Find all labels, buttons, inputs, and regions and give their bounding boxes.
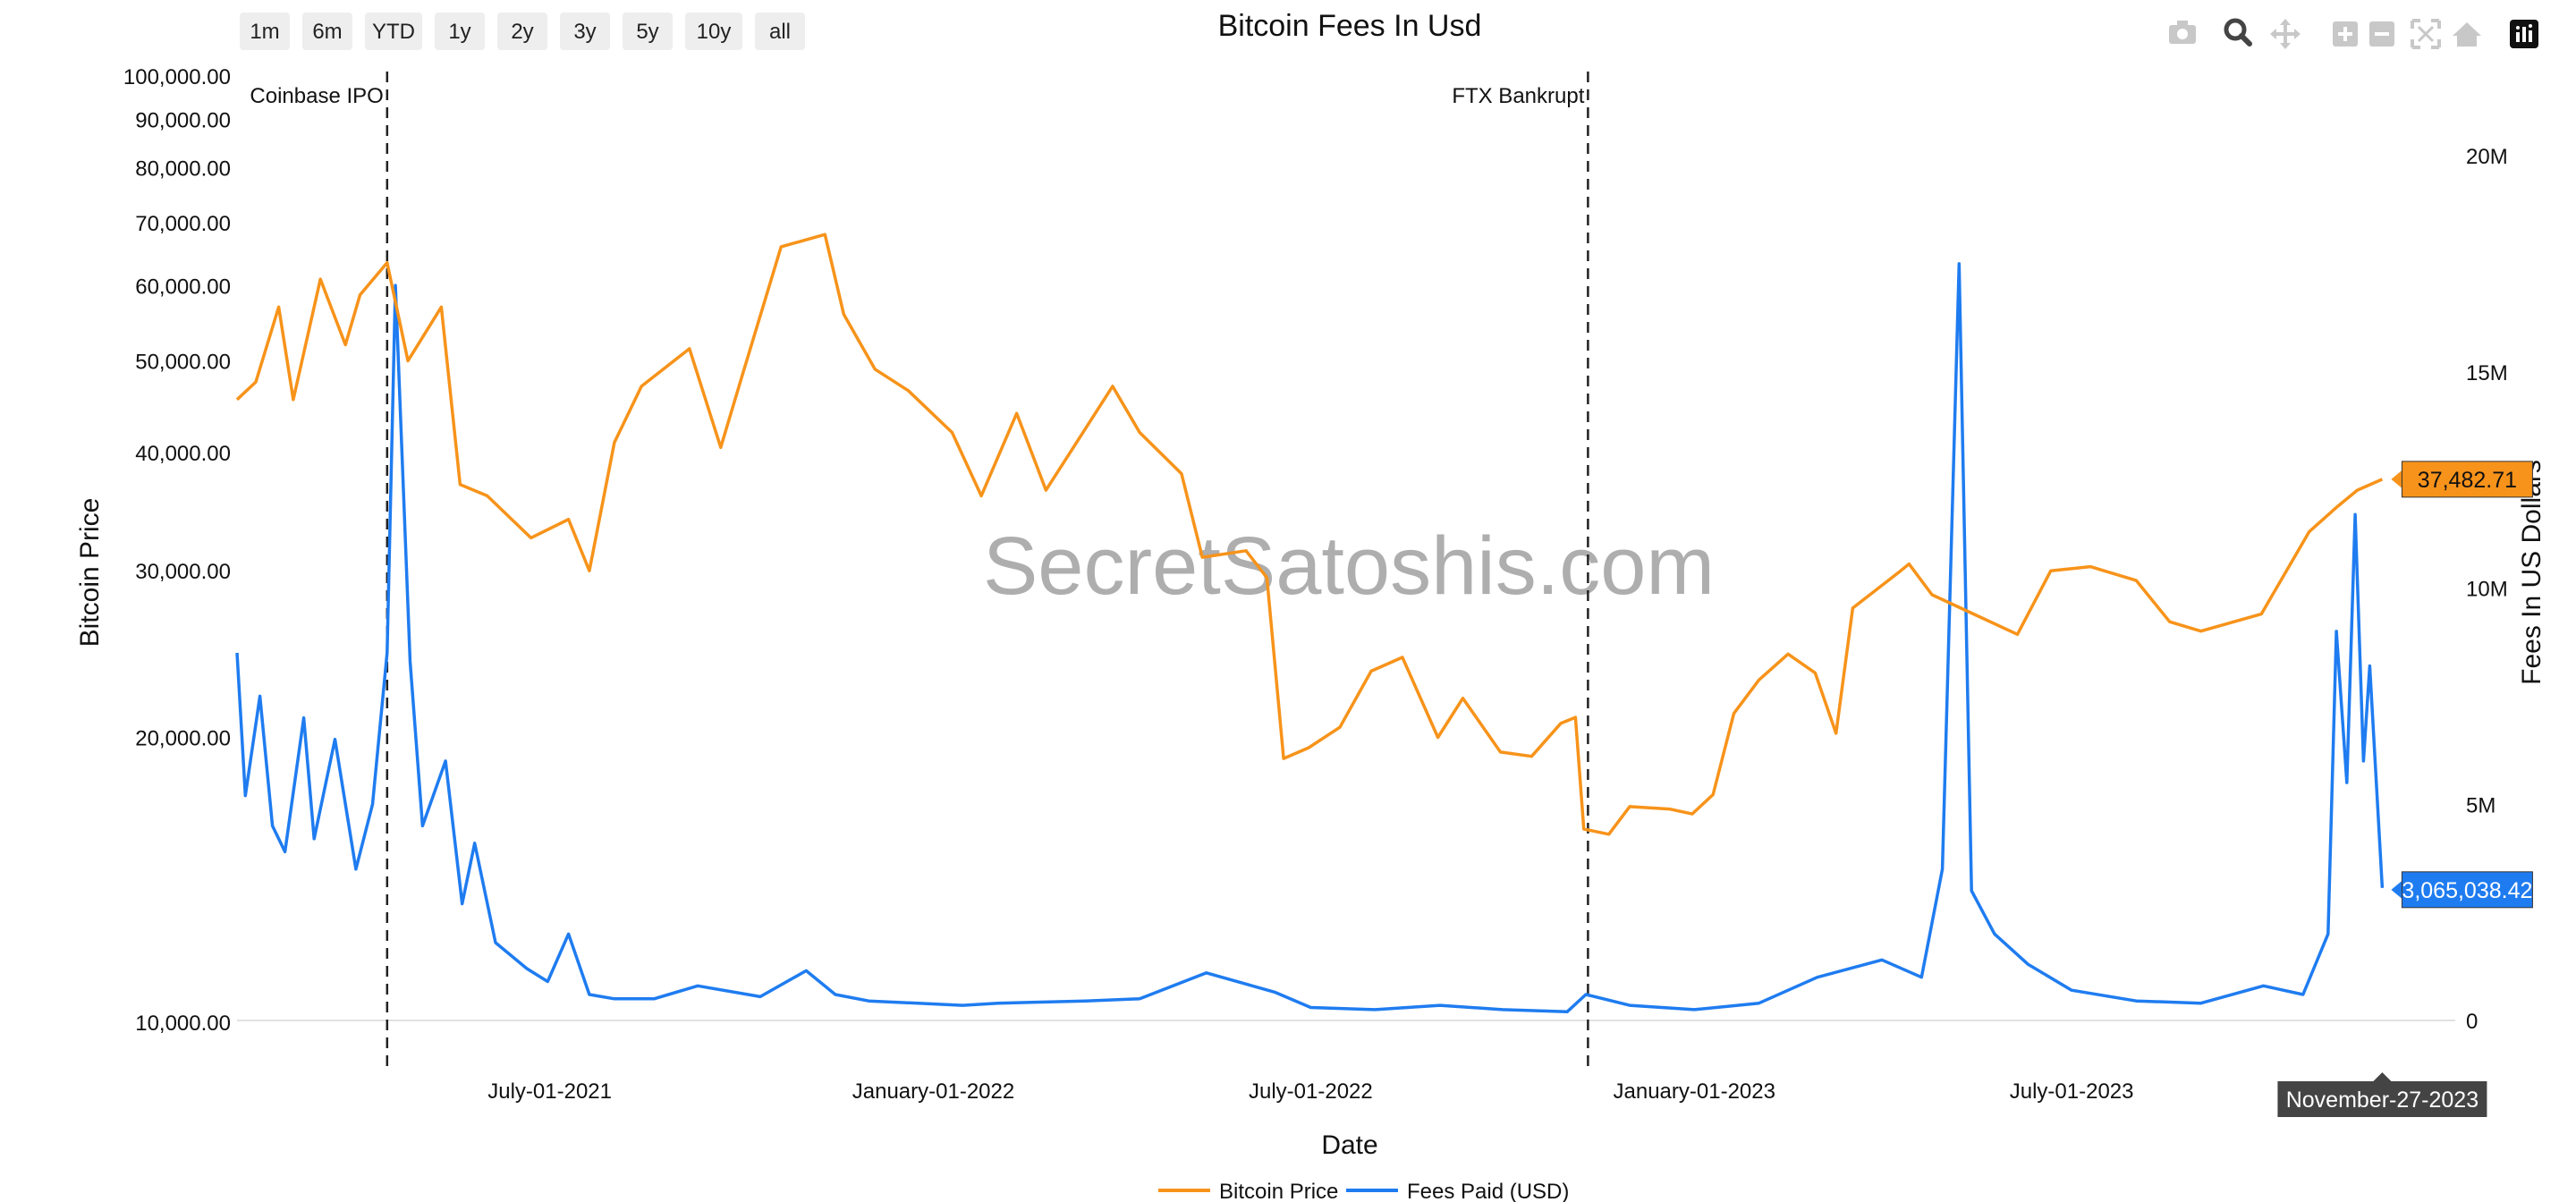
legend-label: Fees Paid (USD) bbox=[1407, 1180, 1569, 1202]
camera-icon[interactable] bbox=[2169, 21, 2196, 44]
plotly-logo-icon[interactable] bbox=[2510, 20, 2538, 48]
hover-label-fees-text: 3,065,038.42 bbox=[2402, 878, 2532, 903]
zoom-in-icon[interactable] bbox=[2333, 21, 2358, 47]
range-button-1y[interactable]: 1y bbox=[435, 13, 485, 50]
pan-icon[interactable] bbox=[2270, 19, 2301, 49]
hover-label-date: November-27-2023 bbox=[2277, 1072, 2487, 1117]
x-axis-title: Date bbox=[1321, 1130, 1377, 1160]
range-button-6m[interactable]: 6m bbox=[302, 13, 352, 50]
y2-tick-label: 5M bbox=[2466, 793, 2496, 817]
y-tick-label: 10,000.00 bbox=[135, 1012, 231, 1036]
range-button-5y[interactable]: 5y bbox=[623, 13, 673, 50]
hover-label-date-text: November-27-2023 bbox=[2286, 1088, 2479, 1113]
zoom-icon[interactable] bbox=[2224, 18, 2252, 47]
y2-tick-label: 15M bbox=[2466, 361, 2508, 385]
range-button-label: 2y bbox=[511, 20, 533, 44]
x-axis-ticks: July-01-2021 January-01-2022 July-01-2022 J… bbox=[487, 1079, 2453, 1104]
modebar bbox=[2169, 18, 2538, 49]
hover-layer: 37,482.71 3,065,038.42 November-27-2023 bbox=[2277, 461, 2533, 1117]
y-axis-title: Bitcoin Price bbox=[75, 498, 105, 648]
series-layer bbox=[235, 233, 2385, 1014]
legend-item-bitcoin-price[interactable]: Bitcoin Price bbox=[1158, 1180, 1338, 1202]
watermark: SecretSatoshis.com bbox=[983, 521, 1715, 612]
range-button-label: 6m bbox=[312, 20, 342, 44]
y-tick-label: 60,000.00 bbox=[135, 275, 231, 300]
range-button-label: all bbox=[769, 20, 791, 44]
range-button-10y[interactable]: 10y bbox=[685, 13, 742, 50]
y-tick-label: 80,000.00 bbox=[135, 157, 231, 182]
y-tick-label: 50,000.00 bbox=[135, 350, 231, 374]
range-button-all[interactable]: all bbox=[755, 13, 805, 50]
y2-axis-ticks: 0 5M 10M 15M 20M bbox=[2466, 145, 2508, 1034]
x-tick-label: July-01-2022 bbox=[1249, 1079, 1373, 1104]
x-tick-label: July-01-2021 bbox=[487, 1079, 612, 1104]
x-tick-label: January-01-2022 bbox=[852, 1079, 1014, 1104]
range-button-3y[interactable]: 3y bbox=[560, 13, 610, 50]
series-line-fees-paid bbox=[235, 262, 2385, 1014]
legend: Bitcoin Price Fees Paid (USD) bbox=[1158, 1180, 1569, 1202]
hover-label-fees: 3,065,038.42 bbox=[2391, 871, 2533, 909]
y-tick-label: 30,000.00 bbox=[135, 560, 231, 584]
legend-label: Bitcoin Price bbox=[1219, 1180, 1338, 1202]
y-tick-label: 90,000.00 bbox=[135, 108, 231, 132]
hover-label-price-text: 37,482.71 bbox=[2418, 468, 2517, 493]
range-button-label: YTD bbox=[372, 20, 415, 44]
event-label: Coinbase IPO bbox=[250, 84, 383, 108]
range-button-label: 5y bbox=[636, 20, 658, 44]
hover-label-price: 37,482.71 bbox=[2391, 461, 2533, 498]
y2-tick-label: 20M bbox=[2466, 145, 2508, 169]
range-selector: 1m 6m YTD 1y 2y 3y 5y 10y all bbox=[240, 13, 805, 50]
range-button-1m[interactable]: 1m bbox=[240, 13, 290, 50]
range-button-label: 10y bbox=[697, 20, 732, 44]
event-label: FTX Bankrupt bbox=[1452, 84, 1584, 108]
range-button-label: 1m bbox=[250, 20, 279, 44]
series-line-bitcoin-price bbox=[235, 233, 2384, 836]
range-button-label: 3y bbox=[573, 20, 596, 44]
y2-tick-label: 0 bbox=[2466, 1010, 2478, 1034]
y2-tick-label: 10M bbox=[2466, 578, 2508, 602]
y-tick-label: 100,000.00 bbox=[123, 65, 231, 89]
range-button-ytd[interactable]: YTD bbox=[365, 13, 422, 50]
y-tick-label: 40,000.00 bbox=[135, 442, 231, 466]
y-axis-ticks: 10,000.00 20,000.00 30,000.00 40,000.00 50,0… bbox=[123, 65, 231, 1036]
range-button-label: 1y bbox=[448, 20, 470, 44]
y-tick-label: 20,000.00 bbox=[135, 727, 231, 751]
x-tick-label: July-01-2023 bbox=[2010, 1079, 2134, 1104]
range-button-2y[interactable]: 2y bbox=[497, 13, 547, 50]
legend-item-fees-paid[interactable]: Fees Paid (USD) bbox=[1346, 1180, 1569, 1202]
reset-axes-icon[interactable] bbox=[2453, 22, 2481, 47]
event-annotations: Coinbase IPO FTX Bankrupt bbox=[250, 72, 1589, 1073]
autoscale-icon[interactable] bbox=[2411, 19, 2441, 49]
x-tick-label: January-01-2023 bbox=[1614, 1079, 1775, 1104]
y-tick-label: 70,000.00 bbox=[135, 212, 231, 236]
zoom-out-icon[interactable] bbox=[2369, 21, 2394, 47]
chart-title: Bitcoin Fees In Usd bbox=[1218, 9, 1482, 43]
